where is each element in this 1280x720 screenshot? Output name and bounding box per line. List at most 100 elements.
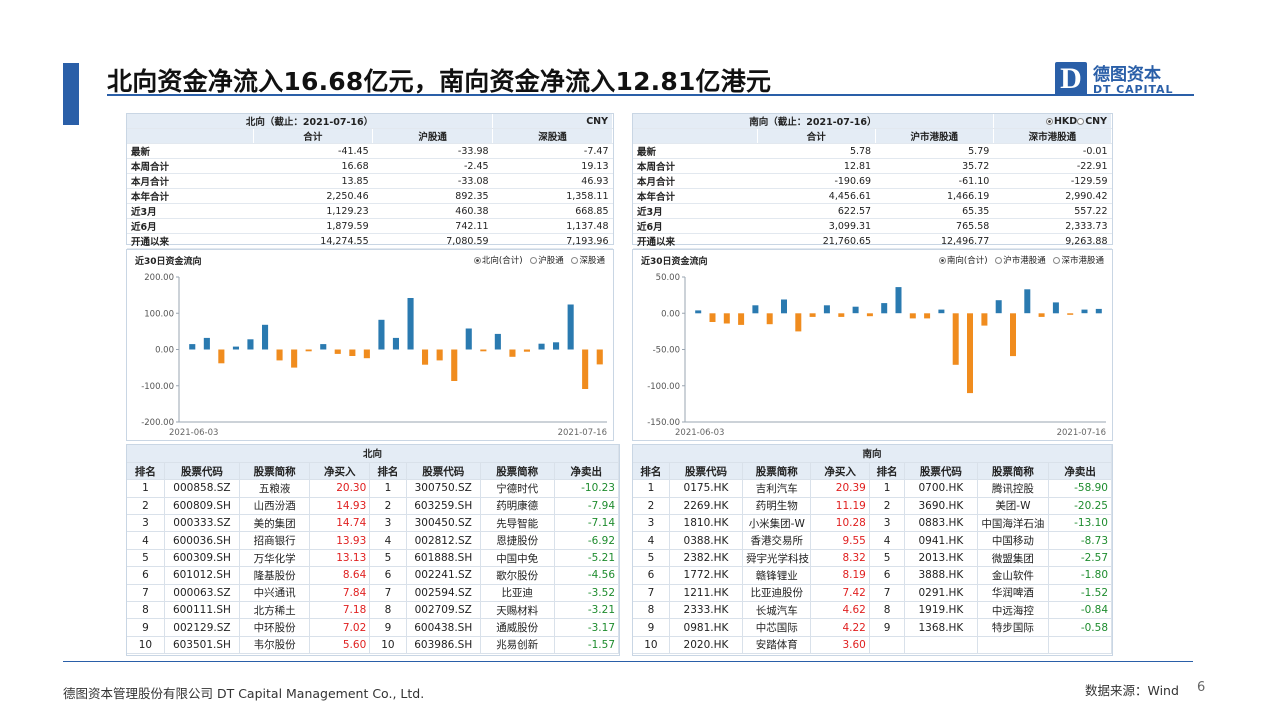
column-header: 股票简称: [239, 462, 311, 481]
rank-cell: 9: [369, 618, 407, 637]
row-label: 本周合计: [633, 158, 758, 174]
north-legend-sh[interactable]: 沪股通: [530, 256, 564, 266]
row-label: 本周合计: [127, 158, 254, 174]
rank-cell: 3: [127, 514, 165, 533]
south-chart-bar: [1095, 308, 1102, 314]
south-chart-bar: [909, 313, 916, 319]
name-cell: 安踏体育: [742, 636, 812, 655]
name-cell: 宁德时代: [480, 479, 555, 498]
column-header: 净买入: [309, 462, 371, 481]
code-cell: 002129.SZ: [164, 618, 241, 637]
north-chart-y-tick-label: 200.00: [144, 273, 174, 283]
south_summary-caption: 南向（截止：2021-07-16）: [633, 114, 994, 129]
code-cell: 002594.SZ: [406, 584, 481, 603]
north-chart-bar: [334, 349, 341, 354]
south-chart-bar: [1010, 313, 1016, 357]
logo-cn-text: 德图资本: [1093, 65, 1161, 85]
south-chart-y-tick-label: -150.00: [647, 418, 680, 428]
north-chart-bar: [538, 343, 545, 350]
south-chart-bar: [823, 305, 830, 314]
name-cell: 微盟集团: [977, 549, 1050, 568]
south-chart-legend: 南向(合计) 沪市港股通 深市港股通: [934, 254, 1104, 266]
table-row: 10 2020.HK 安踏体育 3.60: [633, 636, 1112, 655]
name-cell: 中国中免: [480, 549, 555, 568]
name-cell: 舜宇光学科技: [742, 549, 812, 568]
south-chart-bar: [695, 310, 702, 314]
south-legend-total[interactable]: 南向(合计): [938, 256, 988, 266]
north-chart-bar: [436, 349, 443, 361]
net-sell-cell: -8.73: [1048, 531, 1112, 550]
name-cell: 中远海控: [977, 601, 1050, 620]
rank-cell: 2: [869, 497, 906, 516]
net-buy-cell: 11.19: [810, 497, 870, 516]
page-title: 北向资金净流入16.68亿元，南向资金净流入12.81亿港元: [107, 67, 772, 96]
row-value: 557.22: [993, 203, 1112, 219]
row-value: 21,760.65: [757, 233, 876, 249]
north-chart-bar: [218, 349, 225, 364]
north-legend-sz[interactable]: 深股通: [571, 256, 605, 266]
name-cell: 特步国际: [977, 618, 1050, 637]
code-cell: 601888.SH: [406, 549, 481, 568]
south-chart-bar: [1067, 313, 1074, 315]
row-value: -33.98: [372, 143, 493, 159]
name-cell: 山西汾酒: [239, 497, 311, 516]
north-summary-table: 北向（截止：2021-07-16） CNY 合计 沪股通 深股通 最新 -41.45 -33.…: [127, 114, 613, 249]
row-value: 892.35: [372, 188, 493, 204]
currency-option[interactable]: HKD: [1053, 115, 1078, 127]
name-cell: 吉利汽车: [742, 479, 812, 498]
name-cell: 美的集团: [239, 514, 311, 533]
row-value: 7,080.59: [372, 233, 493, 249]
row-value: 12,496.77: [875, 233, 994, 249]
net-sell-cell: -1.57: [554, 636, 620, 655]
name-cell: 美团-W: [977, 497, 1050, 516]
net-sell-cell: -1.52: [1048, 584, 1112, 603]
south-legend-sz[interactable]: 深市港股通: [1053, 256, 1104, 266]
code-cell: 1211.HK: [669, 584, 744, 603]
net-buy-cell: 7.18: [309, 601, 371, 620]
net-sell-cell: -0.58: [1048, 618, 1112, 637]
radio-selected-icon: [1045, 117, 1053, 125]
name-cell: 恩捷股份: [480, 531, 555, 550]
currency-toggle[interactable]: HKD CNY: [993, 114, 1113, 129]
south-chart-bar: [1038, 313, 1045, 317]
net-sell-cell: -7.14: [554, 514, 620, 533]
row-label: 近3月: [633, 203, 758, 219]
code-cell: 2333.HK: [669, 601, 744, 620]
south-chart-bar: [995, 300, 1002, 314]
code-cell: 2020.HK: [669, 636, 744, 655]
rank-cell: 9: [869, 618, 906, 637]
rank-cell: 9: [127, 618, 165, 637]
footer-source: 数据来源：Wind: [1085, 683, 1179, 698]
north_rank-group-row: 北向: [127, 445, 619, 463]
rank-cell: 3: [633, 514, 670, 533]
row-value: 46.93: [492, 173, 613, 189]
code-cell: 000333.SZ: [164, 514, 241, 533]
row-label: 本月合计: [633, 173, 758, 189]
north-chart-bar: [582, 349, 589, 389]
south-chart-bar: [795, 313, 802, 332]
name-cell: 中芯国际: [742, 618, 812, 637]
rank-cell: 8: [127, 601, 165, 620]
currency-option[interactable]: CNY: [1085, 115, 1107, 127]
radio-icon: [530, 257, 538, 264]
north-flow-chart: 近30日资金流向 北向(合计) 沪股通 深股通 200.00 100.00 0.00…: [126, 249, 614, 441]
north-legend-total[interactable]: 北向(合计): [473, 256, 523, 266]
rank-cell: 3: [869, 514, 906, 533]
code-cell: 1810.HK: [669, 514, 744, 533]
net-sell-cell: -3.21: [554, 601, 620, 620]
south-chart-bar: [1024, 289, 1031, 314]
summary-row: 本年合计 4,456.61 1,466.19 2,990.42: [633, 188, 1112, 204]
net-sell-cell: -6.92: [554, 531, 620, 550]
column-header: 股票简称: [480, 462, 555, 481]
net-buy-cell: 4.22: [810, 618, 870, 637]
row-value: 460.38: [372, 203, 493, 219]
row-value: 765.58: [875, 218, 994, 234]
column-header: 净买入: [810, 462, 870, 481]
column-header: 净卖出: [1048, 462, 1112, 481]
rank-cell: 7: [869, 584, 906, 603]
net-sell-cell: -10.23: [554, 479, 620, 498]
south-legend-sh[interactable]: 沪市港股通: [995, 256, 1046, 266]
net-sell-cell: -3.52: [554, 584, 620, 603]
code-cell: 300450.SZ: [406, 514, 481, 533]
summary-row: 本年合计 2,250.46 892.35 1,358.11: [127, 188, 613, 204]
